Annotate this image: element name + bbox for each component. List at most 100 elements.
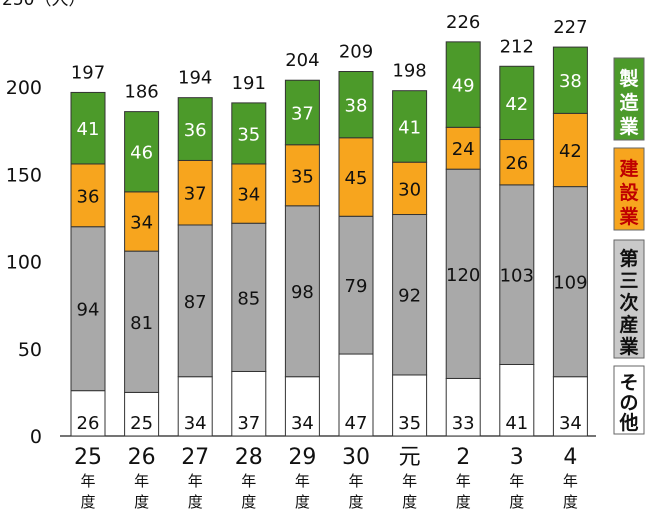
legend-label-char: そ xyxy=(619,372,638,394)
bar-value-label: 79 xyxy=(345,276,368,297)
y-tick-label: 200 xyxy=(6,77,42,99)
x-category-unit: 年 xyxy=(348,472,363,490)
x-category-unit: 年 xyxy=(402,472,417,490)
bar-value-label: 26 xyxy=(505,153,528,174)
x-category-unit: 年 xyxy=(295,472,310,490)
bar-segment xyxy=(445,168,481,379)
bar-value-label: 24 xyxy=(452,139,475,160)
x-category-label: 4 xyxy=(563,445,577,470)
bar-total-label: 212 xyxy=(500,36,534,57)
x-category-unit: 年 xyxy=(134,472,149,490)
bar-segment xyxy=(338,137,374,217)
bar-segment xyxy=(231,222,267,372)
bar-segment xyxy=(284,144,320,207)
bar-total-label: 194 xyxy=(178,68,212,89)
legend-label-char: 次 xyxy=(619,291,638,314)
bar-total-label: 191 xyxy=(232,73,266,94)
legend-label-char: 業 xyxy=(618,115,639,138)
y-tick-label: 50 xyxy=(18,339,42,361)
x-category-unit: 年 xyxy=(188,472,203,490)
y-tick-label: 150 xyxy=(6,164,42,186)
bar-value-label: 35 xyxy=(398,413,421,434)
bar-segment xyxy=(284,79,320,146)
bar-segment xyxy=(124,191,160,252)
bar-segment xyxy=(177,376,213,437)
bar-value-label: 47 xyxy=(345,413,368,434)
bar-value-label: 42 xyxy=(505,94,528,115)
bar-total-label: 226 xyxy=(446,12,480,33)
bar-value-label: 26 xyxy=(77,413,100,434)
bar-total-label: 209 xyxy=(339,42,373,63)
bar-segment xyxy=(231,163,267,224)
bar-segment xyxy=(499,65,535,141)
bar-value-label: 30 xyxy=(398,179,421,200)
x-category-label: 28 xyxy=(235,445,263,470)
bar-value-label: 41 xyxy=(77,119,100,140)
bar-value-label: 41 xyxy=(398,117,421,138)
x-category-unit: 度 xyxy=(402,493,417,511)
bar-total-label: 204 xyxy=(285,50,319,71)
x-category-label: 3 xyxy=(510,445,524,470)
x-category-label: 25 xyxy=(74,445,102,470)
bar-segment xyxy=(552,112,588,188)
bar-segment xyxy=(70,226,106,392)
x-category-label: 30 xyxy=(342,445,370,470)
bar-value-label: 36 xyxy=(184,120,207,141)
x-category-unit: 年 xyxy=(563,472,578,490)
legend-swatch xyxy=(613,365,645,435)
bar-value-label: 38 xyxy=(559,71,582,92)
bar-value-label: 98 xyxy=(291,282,314,303)
bar-value-label: 25 xyxy=(130,413,153,434)
bar-value-label: 37 xyxy=(291,103,314,124)
legend-swatch xyxy=(613,147,645,231)
x-category-unit: 度 xyxy=(134,493,149,511)
bar-value-label: 41 xyxy=(505,413,528,434)
y-axis-unit-label: 250（人） xyxy=(2,0,85,10)
x-category-unit: 年 xyxy=(80,472,95,490)
legend-label-char: 三 xyxy=(619,270,638,292)
bar-total-label: 197 xyxy=(71,62,105,83)
bar-value-label: 34 xyxy=(559,413,582,434)
legend-label-char: 業 xyxy=(618,335,639,358)
bar-segment xyxy=(445,41,481,128)
bar-segment xyxy=(392,161,428,216)
bar-value-label: 38 xyxy=(345,96,368,117)
legend-label-char: 産 xyxy=(619,313,638,336)
bar-segment xyxy=(445,377,481,437)
legend-label-char: 第 xyxy=(619,247,638,270)
x-category-label: 27 xyxy=(181,445,209,470)
y-tick-label: 0 xyxy=(30,426,42,448)
legend-swatch xyxy=(613,239,645,359)
bar-segment xyxy=(124,391,160,437)
legend-label-char: 他 xyxy=(618,411,638,434)
bar-value-label: 85 xyxy=(237,288,260,309)
x-category-unit: 度 xyxy=(188,493,203,511)
bar-value-label: 94 xyxy=(77,300,100,321)
bar-value-label: 103 xyxy=(500,266,534,287)
x-category-unit: 度 xyxy=(348,493,363,511)
bar-segment xyxy=(338,71,374,139)
x-category-unit: 年 xyxy=(456,472,471,490)
bar-segment xyxy=(552,186,588,378)
legend-label-char: 業 xyxy=(618,205,639,228)
bar-segment xyxy=(70,91,106,165)
bar-total-label: 186 xyxy=(124,82,158,103)
bar-value-label: 33 xyxy=(452,413,475,434)
legend-label-char: 設 xyxy=(619,181,639,204)
x-category-label: 元 xyxy=(399,445,421,470)
bar-value-label: 109 xyxy=(553,273,587,294)
x-category-unit: 度 xyxy=(456,493,471,511)
bar-value-label: 37 xyxy=(184,184,207,205)
bar-value-label: 49 xyxy=(452,76,475,97)
bar-segment xyxy=(231,102,267,165)
x-category-unit: 度 xyxy=(295,493,310,511)
x-category-unit: 年 xyxy=(509,472,524,490)
bar-value-label: 45 xyxy=(345,168,368,189)
x-category-label: 2 xyxy=(456,445,470,470)
bar-value-label: 92 xyxy=(398,286,421,307)
bar-segment xyxy=(338,215,374,355)
bar-value-label: 36 xyxy=(77,186,100,207)
bar-total-label: 198 xyxy=(392,61,426,82)
